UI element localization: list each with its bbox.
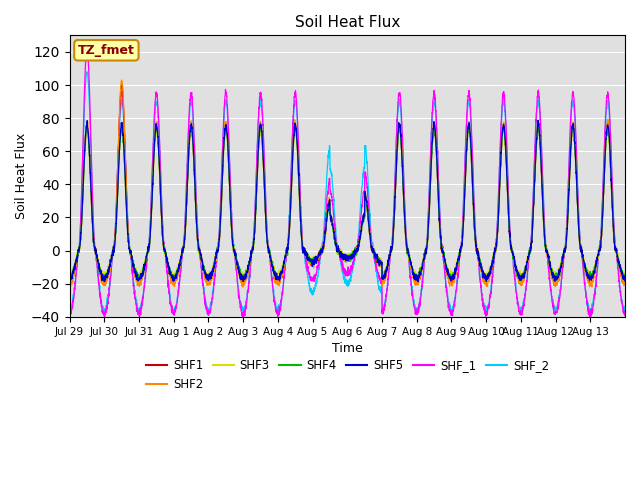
SHF4 [524,255,532,261]
Line: SHF_2: SHF_2 [70,72,625,314]
SHF3 [66,273,74,278]
SHF2 [243,277,250,283]
Legend: SHF1, SHF2, SHF3, SHF4, SHF5, SHF_1, SHF_2: SHF1, SHF2, SHF3, SHF4, SHF5, SHF_1, SHF… [141,354,554,396]
SHF_2 [483,307,491,313]
SHF1 [454,264,461,270]
SHF5 [66,274,74,279]
SHF_2 [454,280,461,286]
SHF_1 [621,311,629,317]
SHF5 [453,261,461,267]
SHF_1 [243,305,250,311]
SHF_1 [454,276,461,282]
SHF4 [257,122,264,128]
SHF4 [453,264,461,269]
SHF1 [243,273,250,279]
SHF_1 [483,312,491,318]
Line: SHF5: SHF5 [70,120,625,284]
SHF3 [621,274,629,279]
Line: SHF4: SHF4 [70,125,625,281]
SHF1 [454,262,461,268]
SHF_2 [66,307,74,312]
SHF_2 [418,287,426,292]
Text: TZ_fmet: TZ_fmet [78,44,135,57]
SHF_2 [170,312,178,317]
SHF3 [524,256,532,262]
SHF4 [418,265,426,271]
SHF4 [517,278,525,284]
SHF_1 [100,316,108,322]
SHF_2 [83,69,91,75]
SHF4 [621,275,629,280]
SHF4 [454,261,461,266]
SHF3 [418,264,426,270]
SHF4 [483,274,491,280]
SHF1 [66,276,74,282]
SHF4 [66,272,74,277]
SHF2 [66,285,74,290]
SHF3 [454,258,461,264]
X-axis label: Time: Time [332,342,363,355]
SHF3 [483,270,491,276]
SHF5 [242,274,250,279]
SHF5 [483,274,491,280]
SHF_1 [418,282,426,288]
SHF5 [524,254,532,260]
SHF2 [524,257,532,263]
SHF3 [552,277,560,283]
SHF2 [67,285,74,291]
SHF5 [418,265,426,271]
SHF4 [242,272,250,277]
SHF1 [483,275,491,280]
SHF1 [524,257,532,263]
Line: SHF_1: SHF_1 [70,48,625,319]
SHF1 [418,267,426,273]
SHF2 [454,265,461,271]
SHF2 [454,264,461,270]
Line: SHF1: SHF1 [70,85,625,284]
SHF1 [171,281,179,287]
SHF_1 [66,311,74,316]
SHF3 [453,258,461,264]
Y-axis label: Soil Heat Flux: Soil Heat Flux [15,133,28,219]
Title: Soil Heat Flux: Soil Heat Flux [294,15,400,30]
SHF_2 [243,300,250,305]
SHF3 [223,124,230,130]
Line: SHF3: SHF3 [70,127,625,280]
SHF5 [621,276,629,281]
SHF2 [621,279,629,285]
SHF1 [621,278,629,284]
SHF1 [118,82,125,88]
Line: SHF2: SHF2 [70,80,625,288]
SHF_2 [454,274,461,280]
SHF2 [418,265,426,271]
SHF_2 [524,264,532,270]
SHF_2 [621,308,629,313]
SHF2 [483,279,491,285]
SHF5 [66,281,74,287]
SHF_1 [83,46,91,51]
SHF5 [454,260,461,266]
SHF5 [534,118,542,123]
SHF_1 [454,276,461,281]
SHF2 [118,77,125,83]
SHF_1 [524,263,532,268]
SHF3 [242,268,250,274]
